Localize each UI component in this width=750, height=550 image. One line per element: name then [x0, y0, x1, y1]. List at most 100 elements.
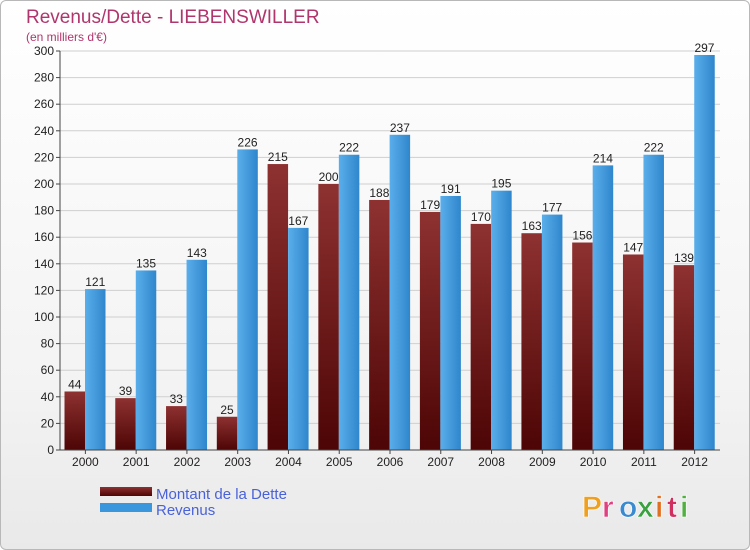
y-tick-label: 200	[34, 177, 54, 191]
data-label: 188	[369, 186, 389, 200]
data-label: 222	[644, 141, 664, 155]
data-label: 139	[674, 251, 694, 265]
logo-letter: P	[582, 491, 602, 524]
y-tick-label: 280	[34, 71, 54, 85]
y-tick-label: 120	[34, 283, 54, 297]
x-tick-label: 2006	[377, 455, 404, 469]
x-tick-label: 2011	[631, 455, 657, 469]
data-label: 156	[572, 229, 592, 243]
legend-swatch-revenus	[100, 503, 152, 512]
bar-revenus	[440, 195, 461, 450]
bar-dette	[216, 416, 238, 450]
data-label: 195	[491, 177, 511, 191]
y-tick-label: 100	[34, 310, 54, 324]
y-tick-label: 180	[34, 204, 54, 218]
bar-revenus	[338, 154, 360, 451]
logo-letter: i	[680, 491, 688, 524]
x-tick-label: 2003	[224, 455, 251, 469]
bar-revenus	[85, 289, 106, 450]
bar-revenus	[491, 190, 512, 450]
logo-letter: t	[667, 491, 677, 524]
x-tick-label: 2009	[529, 455, 556, 469]
data-label: 25	[220, 403, 234, 417]
data-label: 167	[288, 214, 308, 228]
bar-revenus	[592, 165, 614, 450]
bar-dette	[470, 223, 492, 450]
data-label: 44	[68, 377, 82, 391]
x-tick-label: 2002	[174, 455, 201, 469]
y-tick-label: 220	[34, 150, 54, 164]
data-label: 226	[238, 135, 258, 149]
data-label: 297	[694, 41, 714, 55]
bar-dette	[64, 391, 85, 450]
bar-revenus	[288, 227, 309, 450]
logo-letter: r	[602, 491, 614, 524]
bar-dette	[369, 199, 390, 450]
x-tick-label: 2001	[123, 455, 150, 469]
data-label: 214	[593, 151, 613, 165]
logo-letter: i	[655, 491, 663, 524]
chart-subtitle: (en milliers d'€)	[26, 30, 107, 44]
bar-revenus	[694, 54, 715, 451]
data-label: 170	[471, 210, 491, 224]
data-label: 147	[623, 240, 643, 254]
bar-revenus	[541, 214, 563, 450]
data-label: 191	[441, 182, 461, 196]
x-tick-label: 2005	[326, 455, 353, 469]
bar-revenus	[389, 134, 411, 451]
data-label: 200	[319, 170, 339, 184]
x-tick-label: 2008	[478, 455, 505, 469]
data-label: 179	[420, 198, 440, 212]
data-label: 237	[390, 121, 410, 135]
data-labels: 44 121 39 135 33 143 25 226 215 167 200 222 188 237 17…	[68, 41, 715, 417]
x-tick-label: 2010	[580, 455, 607, 469]
data-label: 33	[170, 392, 184, 406]
bar-dette	[267, 164, 289, 451]
data-label: 177	[542, 201, 562, 215]
bar-revenus	[135, 270, 157, 450]
bar-revenus	[237, 149, 258, 451]
data-label: 143	[187, 246, 207, 260]
data-label: 135	[136, 256, 156, 270]
legend: Montant de la Dette Revenus	[100, 486, 287, 519]
bars	[64, 54, 715, 451]
bar-dette	[521, 233, 542, 450]
axes: 0 20 40 60 80 100 120 140 160 180 200 220 240 260 280 3…	[34, 44, 720, 469]
bar-dette	[318, 184, 339, 450]
data-label: 215	[268, 150, 288, 164]
logo-letter: x	[637, 491, 654, 524]
chart-title: Revenus/Dette - LIEBENSWILLER	[26, 7, 320, 28]
x-tick-label: 2000	[72, 455, 99, 469]
y-tick-label: 240	[34, 124, 54, 138]
y-tick-label: 300	[34, 44, 54, 58]
x-tick-label: 2012	[681, 455, 708, 469]
bar-dette	[572, 242, 593, 450]
y-tick-label: 20	[41, 416, 55, 430]
bar-dette	[622, 254, 644, 450]
data-label: 163	[522, 219, 542, 233]
legend-label-debt: Montant de la Dette	[156, 486, 287, 503]
data-label: 222	[339, 141, 359, 155]
bar-dette	[166, 406, 187, 450]
data-label: 39	[119, 384, 133, 398]
bar-dette	[115, 398, 136, 450]
legend-label-revenus: Revenus	[156, 502, 215, 519]
bar-revenus	[643, 154, 664, 451]
logo-letter: o	[619, 491, 637, 524]
y-tick-label: 140	[34, 257, 54, 271]
y-tick-label: 80	[41, 337, 55, 351]
data-label: 121	[85, 275, 105, 289]
y-tick-label: 260	[34, 97, 54, 111]
bar-revenus	[186, 259, 208, 450]
y-tick-label: 0	[47, 443, 54, 457]
bar-dette	[673, 265, 695, 450]
legend-swatch-debt	[100, 487, 152, 496]
y-tick-label: 160	[34, 230, 54, 244]
y-tick-label: 40	[41, 390, 55, 404]
x-tick-label: 2007	[427, 455, 454, 469]
bar-dette	[419, 211, 441, 450]
y-tick-label: 60	[41, 363, 55, 377]
x-tick-label: 2004	[275, 455, 302, 469]
